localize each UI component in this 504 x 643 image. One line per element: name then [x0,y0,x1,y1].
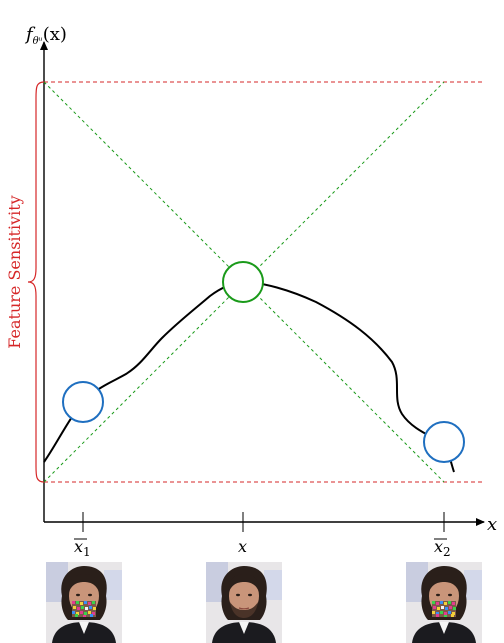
blue-circle-right [423,421,465,463]
y-axis-label: fθᵘ(x) [24,24,67,47]
face-image-original [206,562,282,643]
sensitivity-label: Feature Sensitivity [5,195,24,348]
blue-circle-left [62,381,104,423]
sensitivity-brace [27,81,45,483]
x-axis-label: x [487,514,497,535]
green-circle-center [222,261,264,303]
face-image-perturbed-left [46,562,122,643]
tick-label-x2: x2 [434,537,451,559]
face-image-perturbed-right [406,562,482,643]
tick-label-x1: x1 [74,537,91,559]
tick-label-x: x [238,537,247,556]
response-curve [43,280,455,473]
